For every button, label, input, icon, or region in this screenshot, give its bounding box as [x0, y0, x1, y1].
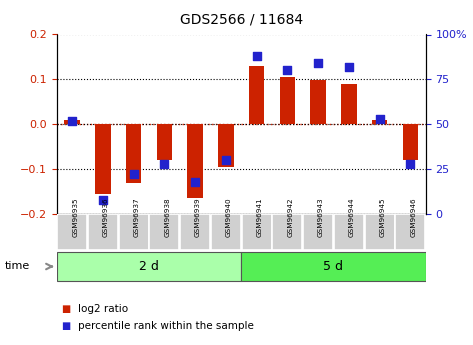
Text: ■: ■ — [61, 304, 71, 314]
FancyBboxPatch shape — [303, 214, 333, 250]
Text: GSM96941: GSM96941 — [256, 197, 263, 237]
Bar — [372, 120, 387, 124]
Text: GSM96943: GSM96943 — [318, 197, 324, 237]
Text: GSM96937: GSM96937 — [133, 197, 140, 237]
Text: GSM96946: GSM96946 — [410, 197, 416, 237]
Point — [191, 179, 199, 184]
Bar — [64, 120, 80, 124]
Point — [253, 53, 260, 59]
Bar — [95, 124, 111, 194]
FancyBboxPatch shape — [242, 214, 272, 250]
Text: GDS2566 / 11684: GDS2566 / 11684 — [180, 12, 303, 26]
FancyBboxPatch shape — [57, 252, 241, 281]
Bar — [218, 124, 234, 167]
FancyBboxPatch shape — [57, 214, 87, 250]
Point — [68, 118, 76, 124]
Text: percentile rank within the sample: percentile rank within the sample — [78, 321, 254, 331]
FancyBboxPatch shape — [241, 252, 426, 281]
Text: 2 d: 2 d — [139, 260, 159, 273]
Text: GSM96944: GSM96944 — [349, 197, 355, 237]
Point — [99, 197, 107, 202]
Point — [160, 161, 168, 166]
FancyBboxPatch shape — [272, 214, 302, 250]
Point — [314, 60, 322, 66]
Text: GSM96945: GSM96945 — [379, 197, 385, 237]
FancyBboxPatch shape — [211, 214, 241, 250]
Text: GSM96942: GSM96942 — [287, 197, 293, 237]
Point — [222, 157, 230, 163]
FancyBboxPatch shape — [334, 214, 364, 250]
Point — [406, 161, 414, 166]
Point — [376, 116, 383, 121]
Text: GSM96940: GSM96940 — [226, 197, 232, 237]
Text: ■: ■ — [61, 321, 71, 331]
Point — [345, 64, 352, 70]
Bar — [403, 124, 418, 160]
FancyBboxPatch shape — [119, 214, 149, 250]
Text: GSM96939: GSM96939 — [195, 197, 201, 237]
Bar — [187, 124, 203, 198]
FancyBboxPatch shape — [180, 214, 210, 250]
Text: GSM96935: GSM96935 — [72, 197, 78, 237]
FancyBboxPatch shape — [395, 214, 425, 250]
Bar — [126, 124, 141, 183]
Point — [130, 172, 137, 177]
Bar — [249, 66, 264, 124]
FancyBboxPatch shape — [365, 214, 394, 250]
Point — [283, 68, 291, 73]
Text: GSM96936: GSM96936 — [103, 197, 109, 237]
Text: 5 d: 5 d — [324, 260, 343, 273]
Bar — [341, 84, 357, 124]
Bar — [157, 124, 172, 160]
Text: GSM96938: GSM96938 — [165, 197, 170, 237]
Bar — [310, 80, 326, 124]
FancyBboxPatch shape — [149, 214, 179, 250]
Text: time: time — [5, 262, 30, 271]
FancyBboxPatch shape — [88, 214, 118, 250]
Bar — [280, 77, 295, 124]
Text: log2 ratio: log2 ratio — [78, 304, 128, 314]
